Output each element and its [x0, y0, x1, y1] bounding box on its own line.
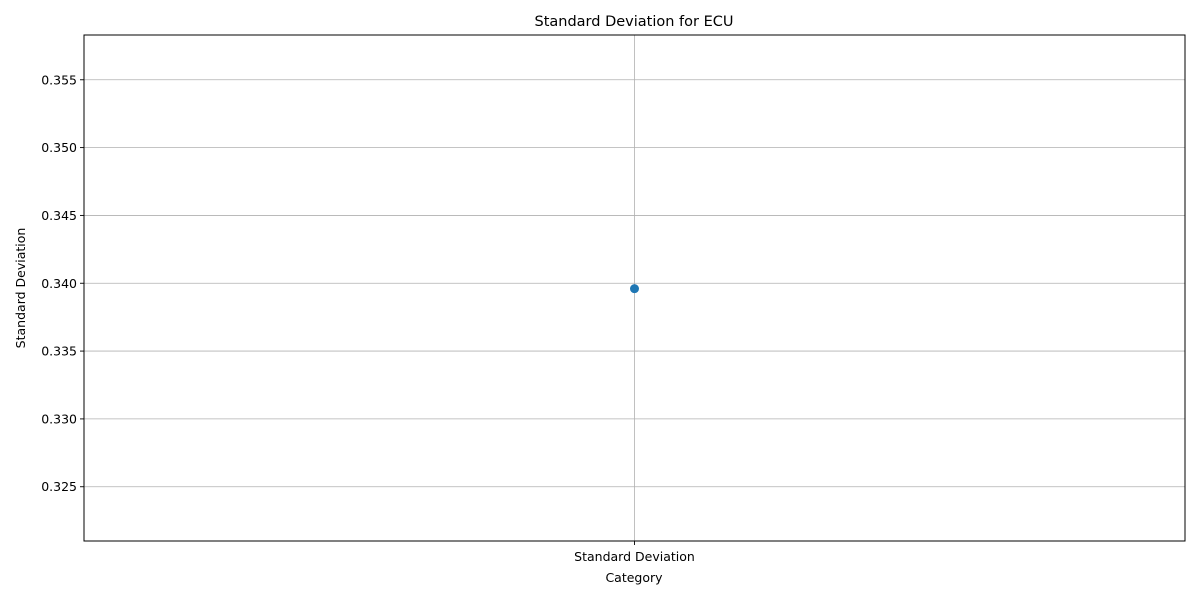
data-point [630, 284, 639, 294]
y-tick-label: 0.335 [41, 344, 77, 359]
y-tick-label: 0.355 [41, 72, 77, 87]
plot-frame [83, 34, 1186, 542]
x-tick-label: Standard Deviation [574, 549, 695, 564]
data-marks [630, 284, 639, 294]
y-axis-label: Standard Deviation [13, 228, 28, 349]
y-tick-label: 0.325 [41, 479, 77, 494]
x-axis-label: Category [605, 570, 663, 585]
y-tick-label: 0.330 [41, 411, 77, 426]
grid-lines [84, 35, 1185, 541]
chart-title: Standard Deviation for ECU [535, 14, 734, 30]
axis-ticks: 0.325 0.330 0.335 0.340 0.345 0.350 0.355 Stand… [41, 72, 695, 564]
y-tick-label: 0.350 [41, 140, 77, 155]
y-tick-label: 0.345 [41, 208, 77, 223]
y-tick-label: 0.340 [41, 276, 77, 291]
